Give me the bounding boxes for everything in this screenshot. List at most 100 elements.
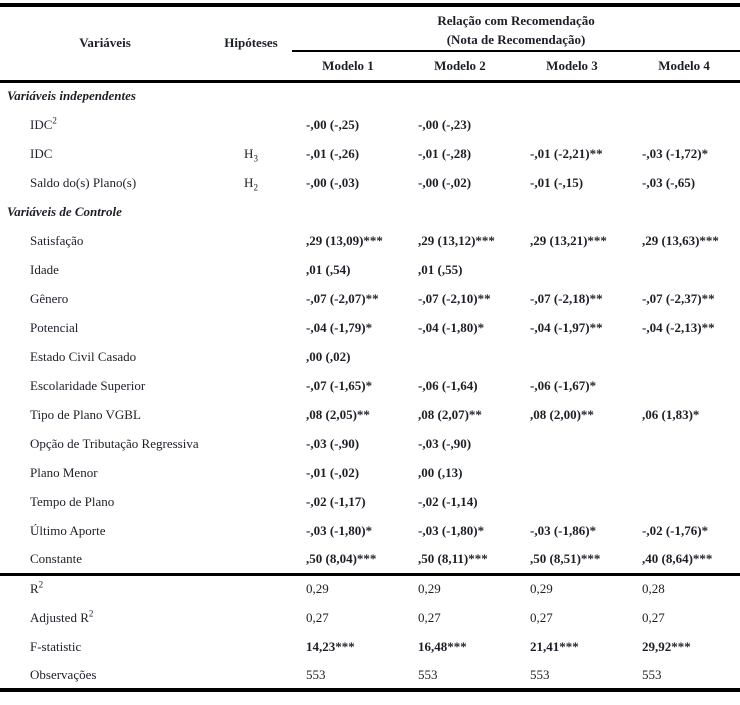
value-cell: -,01 (-,15) [530, 174, 584, 190]
value-cell: -,04 (-1,97)** [530, 319, 603, 335]
value-cell: 553 [306, 666, 326, 682]
row-label: Tempo de Plano [30, 493, 115, 509]
value-cell: 0,27 [418, 609, 441, 625]
hypothesis-cell [210, 632, 292, 661]
table-header: Variáveis Hipóteses Relação com Recomend… [0, 5, 740, 83]
row-label: F-statistic [30, 638, 82, 654]
value-cell: -,03 (-1,80)* [418, 522, 485, 538]
row-label: IDC [30, 145, 53, 161]
value-cell [628, 342, 740, 371]
row-label: Potencial [30, 319, 79, 335]
value-cell [516, 342, 628, 371]
hypothesis-cell [210, 342, 292, 371]
value-cell: -,06 (-1,67)* [530, 377, 597, 393]
model-column-header: Modelo 4 [628, 51, 740, 83]
hypothesis-cell [210, 516, 292, 545]
subscript: 3 [253, 153, 258, 164]
hypothesis-cell [210, 110, 292, 139]
value-cell: 553 [418, 666, 438, 682]
value-cell: -,06 (-1,64) [418, 377, 478, 393]
hypothesis-cell [210, 313, 292, 342]
row-label: Estado Civil Casado [30, 348, 137, 364]
value-cell [628, 255, 740, 284]
table-row: Último Aporte -,03 (-1,80)* -,03 (-1,80)* -… [0, 516, 740, 545]
hypothesis-cell [210, 545, 292, 574]
value-cell: 0,27 [306, 609, 329, 625]
value-cell: -,01 (-,02) [306, 464, 360, 480]
row-label: Saldo do(s) Plano(s) [30, 174, 137, 190]
row-label: Constante [30, 550, 82, 566]
value-cell: 0,27 [530, 609, 553, 625]
value-cell: -,03 (-,90) [306, 435, 360, 451]
value-cell: 553 [642, 666, 662, 682]
table-row: Escolaridade Superior -,07 (-1,65)* -,06 (… [0, 371, 740, 400]
value-cell: -,07 (-2,10)** [418, 290, 491, 306]
value-cell: -,00 (-,25) [306, 116, 360, 132]
value-cell: ,50 (8,51)*** [530, 550, 601, 566]
row-label: Escolaridade Superior [30, 377, 146, 393]
value-cell [516, 487, 628, 516]
row-label: IDC2 [30, 115, 57, 132]
hypothesis-cell [210, 371, 292, 400]
value-cell: ,29 (13,09)*** [306, 232, 383, 248]
hypothesis-cell [210, 400, 292, 429]
value-cell: -,00 (-,03) [306, 174, 360, 190]
value-cell: 14,23*** [306, 638, 355, 654]
value-cell: 0,29 [292, 572, 404, 603]
value-cell: -,02 (-1,76)* [642, 522, 709, 538]
hypothesis-cell [210, 487, 292, 516]
value-cell [628, 429, 740, 458]
value-cell: -,03 (-,90) [418, 435, 472, 451]
table-row: Idade ,01 (,54) ,01 (,55) [0, 255, 740, 284]
table-row: Saldo do(s) Plano(s) H2 -,00 (-,03) -,00 (-… [0, 168, 740, 197]
value-cell: ,40 (8,64)*** [642, 550, 713, 566]
table-row: Estado Civil Casado ,00 (,02) [0, 342, 740, 371]
value-cell: -,04 (-1,80)* [418, 319, 485, 335]
value-cell: 29,92*** [642, 638, 691, 654]
table-row: Tempo de Plano -,02 (-1,17) -,02 (-1,14) [0, 487, 740, 516]
hypothesis-cell [210, 603, 292, 632]
section-label: Variáveis de Controle [7, 203, 122, 219]
value-cell: ,08 (2,07)** [418, 406, 482, 422]
hypothesis-cell [210, 661, 292, 690]
value-cell: -,04 (-2,13)** [642, 319, 715, 335]
table-row: IDC2 -,00 (-,25) -,00 (-,23) [0, 110, 740, 139]
subscript: 2 [253, 182, 258, 193]
table-row: Plano Menor -,01 (-,02) ,00 (,13) [0, 458, 740, 487]
section-row: Variáveis independentes [0, 81, 740, 110]
hypothesis-cell: H3 [244, 145, 258, 164]
value-cell: -,07 (-2,18)** [530, 290, 603, 306]
value-cell: ,00 (,02) [306, 348, 351, 364]
value-cell [516, 458, 628, 487]
value-cell: 0,29 [404, 572, 516, 603]
model-column-header: Modelo 2 [404, 51, 516, 83]
table-row: Tipo de Plano VGBL ,08 (2,05)** ,08 (2,07)… [0, 400, 740, 429]
value-cell: ,01 (,54) [306, 261, 351, 277]
superscript: 2 [88, 608, 94, 619]
value-cell [628, 110, 740, 139]
model-header-row: Modelo 1 Modelo 2 Modelo 3 Modelo 4 [0, 51, 740, 83]
value-cell: -,03 (-1,80)* [306, 522, 373, 538]
table-row: Constante ,50 (8,04)*** ,50 (8,11)*** ,50 (… [0, 545, 740, 574]
value-cell: -,01 (-,28) [418, 145, 472, 161]
value-cell: -,00 (-,23) [418, 116, 472, 132]
table-row: IDC H3 -,01 (-,26) -,01 (-,28) -,01 (-2,21)*… [0, 139, 740, 168]
hypothesis-cell [210, 572, 292, 603]
model-column-header: Modelo 3 [516, 51, 628, 83]
value-cell: 21,41*** [530, 638, 579, 654]
hypothesis-cell [210, 255, 292, 284]
value-cell: ,06 (1,83)* [642, 406, 700, 422]
value-cell: ,50 (8,04)*** [306, 550, 377, 566]
value-cell: -,07 (-2,07)** [306, 290, 379, 306]
section-row: Variáveis de Controle [0, 197, 740, 226]
value-cell: ,08 (2,00)** [530, 406, 594, 422]
row-label: Satisfação [30, 232, 84, 248]
value-cell: -,07 (-2,37)** [642, 290, 715, 306]
value-cell [516, 429, 628, 458]
superscript: 2 [38, 579, 44, 590]
value-cell: -,03 (-1,72)* [642, 145, 709, 161]
row-label: Observações [30, 666, 97, 682]
table-row: Gênero -,07 (-2,07)** -,07 (-2,10)** -,07 (… [0, 284, 740, 313]
value-cell: -,07 (-1,65)* [306, 377, 373, 393]
column-header-span-title: Relação com Recomendação (Nota de Recome… [292, 5, 740, 52]
